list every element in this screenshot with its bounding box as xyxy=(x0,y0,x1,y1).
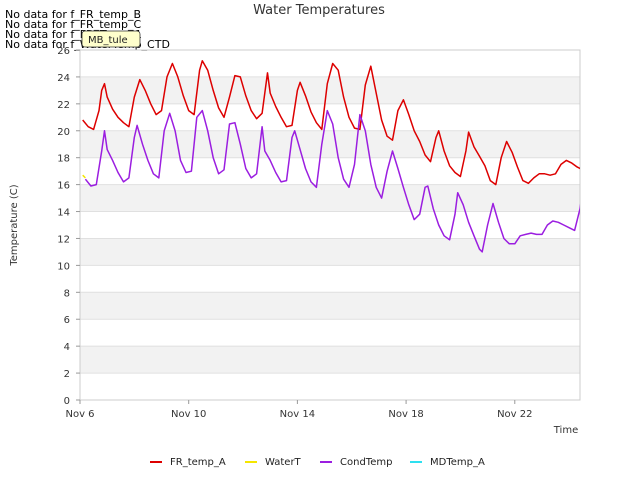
grid-band xyxy=(80,292,580,320)
series-line-condtemp xyxy=(84,109,580,253)
legend-label: CondTemp xyxy=(340,457,392,468)
y-tick-label: 24 xyxy=(57,73,70,84)
chart-title: Water Temperatures xyxy=(253,3,385,18)
legend-label: FR_temp_A xyxy=(170,457,226,468)
y-tick-label: 4 xyxy=(64,342,70,353)
tooltip-box: MB_tule xyxy=(81,30,141,48)
series-lines xyxy=(82,60,580,253)
series-line-watert xyxy=(82,174,86,179)
x-tick-label: Nov 14 xyxy=(280,409,315,420)
x-tick-label: Nov 6 xyxy=(65,409,94,420)
grid-bands xyxy=(80,49,580,401)
x-tick-label: Nov 10 xyxy=(171,409,206,420)
y-tick-label: 8 xyxy=(64,288,70,299)
y-tick-label: 0 xyxy=(64,396,70,407)
tooltip-background xyxy=(81,30,141,48)
legend-label: MDTemp_A xyxy=(430,457,485,468)
no-data-message: No data for f_FR_temp_C xyxy=(5,18,142,31)
series-line-fr-temp-a xyxy=(82,60,580,186)
legend-label: WaterT xyxy=(265,457,302,468)
tooltip-label: MB_tule xyxy=(88,35,128,46)
grid-band xyxy=(80,346,580,374)
y-tick-label: 16 xyxy=(57,181,70,192)
x-tick-label: Nov 18 xyxy=(388,409,423,420)
y-tick-label: 10 xyxy=(57,261,70,272)
x-axis-title: Time xyxy=(553,425,578,436)
y-tick-label: 14 xyxy=(57,208,70,219)
grid-band xyxy=(80,76,580,104)
y-tick-label: 18 xyxy=(57,154,70,165)
y-tick-label: 6 xyxy=(64,315,70,326)
y-tick-label: 20 xyxy=(57,127,70,138)
x-tick-label: Nov 22 xyxy=(497,409,532,420)
x-axis: Nov 6 Nov 10 Nov 14 Nov 18 Nov 22 xyxy=(65,400,532,420)
y-tick-label: 22 xyxy=(57,100,70,111)
grid-band xyxy=(80,184,580,212)
legend: FR_temp_A WaterT CondTemp MDTemp_A xyxy=(150,457,485,468)
y-tick-label: 26 xyxy=(57,46,70,57)
y-tick-label: 12 xyxy=(57,234,70,245)
y-tick-label: 2 xyxy=(64,369,70,380)
plot-frame xyxy=(79,49,581,401)
grid-band xyxy=(80,238,580,266)
y-axis-title: Temperature (C) xyxy=(9,184,20,266)
no-data-message: No data for f_FR_temp_B xyxy=(5,8,142,21)
